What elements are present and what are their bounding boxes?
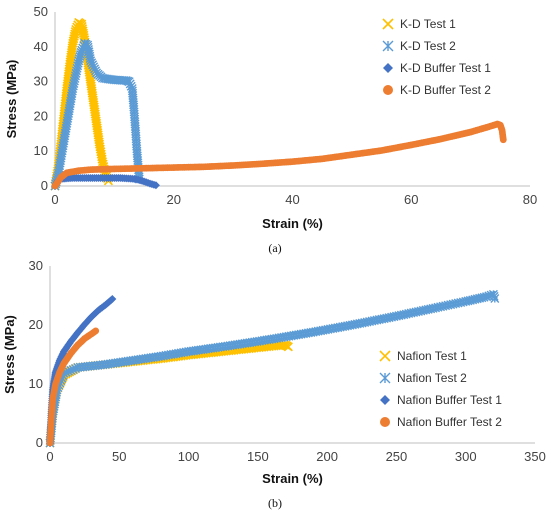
- y-tick-label: 50: [34, 4, 48, 19]
- figure-caption: (a): [268, 241, 281, 255]
- legend-marker: [383, 63, 393, 73]
- legend-label: Nafion Test 2: [397, 371, 467, 385]
- y-tick-label: 10: [34, 143, 48, 158]
- legend-label: Nafion Buffer Test 1: [397, 393, 502, 407]
- legend-label: K-D Buffer Test 1: [400, 61, 491, 75]
- y-tick-label: 0: [36, 435, 43, 450]
- legend-marker: [379, 350, 391, 362]
- x-tick-label: 200: [316, 449, 338, 464]
- legend-label: Nafion Buffer Test 2: [397, 415, 502, 429]
- data-point: [283, 342, 293, 352]
- x-tick-label: 0: [46, 449, 53, 464]
- y-tick-label: 20: [34, 108, 48, 123]
- legend-marker: [383, 85, 393, 95]
- legend-marker: [382, 40, 394, 52]
- legend-marker: [380, 417, 390, 427]
- figure-caption: (b): [268, 496, 282, 510]
- y-axis-title: Stress (MPa): [4, 60, 19, 139]
- x-tick-label: 350: [524, 449, 546, 464]
- data-point: [92, 327, 100, 335]
- y-axis-title: Stress (MPa): [2, 315, 17, 394]
- x-tick-label: 20: [167, 192, 181, 207]
- legend-label: K-D Buffer Test 2: [400, 83, 491, 97]
- x-tick-label: 50: [112, 449, 126, 464]
- data-point: [108, 295, 117, 304]
- legend: K-D Test 1 K-D Test 2 K-D Buffer Test 1 K-D…: [382, 17, 491, 97]
- x-tick-label: 0: [51, 192, 58, 207]
- x-tick-label: 300: [455, 449, 477, 464]
- data-point: [151, 181, 160, 190]
- x-tick-label: 100: [178, 449, 200, 464]
- x-tick-label: 250: [386, 449, 408, 464]
- y-tick-label: 10: [29, 376, 43, 391]
- series-nafion-buffer-test-2: [46, 327, 100, 447]
- legend: Nafion Test 1 Nafion Test 2 Nafion Buffer …: [379, 349, 502, 429]
- series-k-d-buffer-test-2: [51, 120, 507, 190]
- x-axis-title: Strain (%): [262, 471, 323, 486]
- x-tick-label: 40: [285, 192, 299, 207]
- data-point: [499, 136, 507, 144]
- y-tick-label: 20: [29, 317, 43, 332]
- chart-b: 0 50 100 150 200 250 300 350 0 10 20 30 Strain (%) St…: [2, 258, 546, 510]
- legend-marker: [382, 18, 394, 30]
- legend-marker: [380, 395, 390, 405]
- y-tick-label: 30: [29, 258, 43, 273]
- x-axis-title: Strain (%): [262, 216, 323, 231]
- legend-label: Nafion Test 1: [397, 349, 467, 363]
- chart-a: 0 20 40 60 80 0 10 20 30 40 50 Strain (%) Stress (MP…: [4, 4, 537, 255]
- legend-label: K-D Test 1: [400, 17, 456, 31]
- data-point: [490, 293, 500, 303]
- y-tick-label: 40: [34, 39, 48, 54]
- y-tick-label: 30: [34, 74, 48, 89]
- x-tick-label: 60: [404, 192, 418, 207]
- x-tick-label: 150: [247, 449, 269, 464]
- legend-label: K-D Test 2: [400, 39, 456, 53]
- y-tick-label: 0: [41, 178, 48, 193]
- x-tick-label: 80: [523, 192, 537, 207]
- legend-marker: [379, 372, 391, 384]
